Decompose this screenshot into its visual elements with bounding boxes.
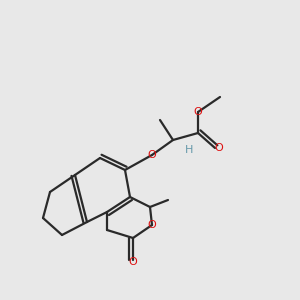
Text: O: O — [148, 220, 156, 230]
Text: O: O — [214, 143, 224, 153]
Text: H: H — [185, 145, 193, 155]
Text: O: O — [148, 150, 156, 160]
Text: O: O — [194, 107, 202, 117]
Text: O: O — [129, 257, 137, 267]
